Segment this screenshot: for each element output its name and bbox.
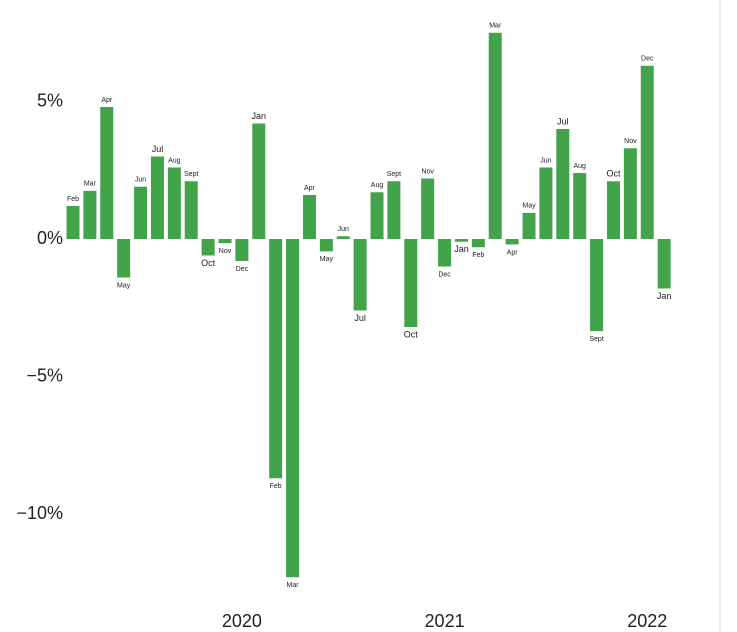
bar-label: Dec bbox=[641, 56, 654, 63]
bar bbox=[336, 236, 350, 239]
bar-label: Jul bbox=[354, 313, 366, 323]
bar bbox=[623, 148, 637, 239]
bar-label: Nov bbox=[421, 168, 434, 175]
bar-label: Oct bbox=[201, 258, 216, 268]
bar-label: Sept bbox=[589, 336, 603, 343]
bar bbox=[640, 65, 654, 239]
bar-label: Mar bbox=[287, 582, 300, 589]
bar-label: Oct bbox=[606, 169, 621, 179]
bar-label: Feb bbox=[472, 252, 484, 259]
bar bbox=[201, 239, 215, 256]
x-tick-label: 2022 bbox=[627, 611, 667, 631]
bar-label: Jun bbox=[540, 157, 551, 164]
bar bbox=[184, 181, 198, 239]
bar-label: Jul bbox=[557, 116, 569, 126]
bar bbox=[218, 239, 232, 244]
y-tick-label: 0% bbox=[37, 228, 63, 248]
bar-label: Jun bbox=[135, 177, 146, 184]
bar bbox=[117, 239, 131, 278]
y-tick-label: −10% bbox=[16, 503, 63, 523]
bar bbox=[286, 239, 300, 578]
y-tick-label: 5% bbox=[37, 90, 63, 110]
x-tick-label: 2020 bbox=[222, 611, 262, 631]
bar bbox=[319, 239, 333, 252]
bar bbox=[66, 206, 80, 239]
bar bbox=[235, 239, 249, 261]
bar-label: Jan bbox=[252, 111, 267, 121]
bar bbox=[488, 32, 502, 239]
bar-label: Dec bbox=[236, 266, 249, 273]
bar bbox=[421, 178, 435, 239]
bar-label: Aug bbox=[573, 163, 586, 170]
bar-label: Nov bbox=[624, 138, 637, 145]
bar-label: Oct bbox=[404, 329, 419, 339]
bar bbox=[556, 129, 570, 239]
bar bbox=[387, 181, 401, 239]
bar-label: May bbox=[117, 282, 131, 289]
bar-label: Feb bbox=[67, 196, 79, 203]
bar-label: Apr bbox=[507, 249, 519, 256]
y-tick-label: −5% bbox=[26, 365, 63, 385]
bar bbox=[539, 167, 553, 239]
bar bbox=[404, 239, 418, 327]
bar-label: Jan bbox=[454, 244, 469, 254]
bar bbox=[83, 190, 97, 239]
bar bbox=[167, 167, 181, 239]
bar bbox=[590, 239, 604, 332]
bar-label: May bbox=[320, 256, 334, 263]
bar bbox=[454, 239, 468, 242]
bar-label: Mar bbox=[84, 181, 97, 188]
bar-label: Nov bbox=[219, 248, 232, 255]
bar-label: Aug bbox=[371, 182, 384, 189]
bar-label: Jan bbox=[657, 291, 672, 301]
bar bbox=[471, 239, 485, 248]
bar-label: Sept bbox=[184, 171, 198, 178]
bar-label: Dec bbox=[438, 271, 451, 278]
bar-label: Apr bbox=[304, 185, 316, 192]
bar bbox=[606, 181, 620, 239]
bar bbox=[370, 192, 384, 239]
bar-label: Sept bbox=[387, 171, 401, 178]
bar bbox=[657, 239, 671, 289]
bar bbox=[573, 173, 587, 239]
bar-label: Aug bbox=[168, 157, 181, 164]
bar bbox=[522, 212, 536, 239]
x-tick-label: 2021 bbox=[425, 611, 465, 631]
bar-label: Mar bbox=[489, 23, 502, 30]
bar bbox=[302, 195, 316, 239]
bar-label: Feb bbox=[270, 483, 282, 490]
bar bbox=[134, 186, 148, 239]
bar-label: Jul bbox=[152, 144, 164, 154]
bar bbox=[353, 239, 367, 311]
bar-label: Jun bbox=[338, 226, 349, 233]
bar-label: May bbox=[522, 203, 536, 210]
bar bbox=[505, 239, 519, 245]
bar bbox=[252, 123, 266, 239]
bar bbox=[269, 239, 283, 479]
bar bbox=[438, 239, 452, 267]
bar-label: Apr bbox=[101, 97, 113, 104]
bar bbox=[150, 156, 164, 239]
bar bbox=[100, 107, 114, 239]
